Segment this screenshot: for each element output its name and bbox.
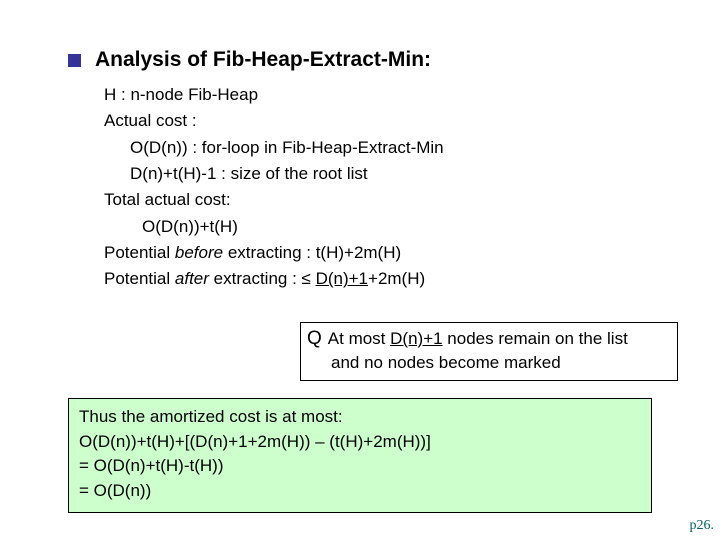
page-number: p26. [690, 518, 715, 534]
text: At most [328, 329, 390, 348]
slide: Analysis of Fib-Heap-Extract-Min: H : n-… [0, 0, 720, 313]
bullet-icon [68, 54, 81, 67]
body-text: H : n-node Fib-Heap Actual cost : O(D(n)… [104, 82, 680, 293]
body-line: D(n)+t(H)-1 : size of the root list [104, 161, 680, 187]
body-line: H : n-node Fib-Heap [104, 82, 680, 108]
text-italic: before [175, 243, 223, 262]
conclusion-box: Thus the amortized cost is at most: O(D(… [68, 398, 652, 513]
callout-line: and no nodes become marked [307, 352, 671, 375]
body-line: Potential after extracting : ≤ D(n)+1+2m… [104, 266, 680, 292]
text: At most D(n)+1 nodes remain on the list [328, 328, 628, 351]
slide-title: Analysis of Fib-Heap-Extract-Min: [95, 48, 431, 72]
text-underline: D(n)+1 [316, 269, 368, 288]
text: extracting : ≤ [209, 269, 316, 288]
text: +2m(H) [368, 269, 425, 288]
conclusion-line: Thus the amortized cost is at most: [79, 405, 641, 430]
text: nodes remain on the list [443, 329, 628, 348]
callout-box: Q At most D(n)+1 nodes remain on the lis… [300, 322, 678, 381]
callout-q-icon: Q [307, 326, 322, 352]
body-line: Potential before extracting : t(H)+2m(H) [104, 240, 680, 266]
text-underline: D(n)+1 [390, 329, 442, 348]
text-italic: after [175, 269, 209, 288]
body-line: O(D(n)) : for-loop in Fib-Heap-Extract-M… [104, 135, 680, 161]
conclusion-line: = O(D(n)) [79, 479, 641, 504]
body-line: O(D(n))+t(H) [104, 214, 680, 240]
conclusion-line: = O(D(n)+t(H)-t(H)) [79, 454, 641, 479]
conclusion-line: O(D(n))+t(H)+[(D(n)+1+2m(H)) – (t(H)+2m(… [79, 430, 641, 455]
text: extracting : t(H)+2m(H) [223, 243, 401, 262]
text: Potential [104, 243, 175, 262]
body-line: Actual cost : [104, 108, 680, 134]
text: Potential [104, 269, 175, 288]
body-line: Total actual cost: [104, 187, 680, 213]
callout-line: Q At most D(n)+1 nodes remain on the lis… [307, 326, 671, 352]
title-row: Analysis of Fib-Heap-Extract-Min: [68, 48, 680, 72]
